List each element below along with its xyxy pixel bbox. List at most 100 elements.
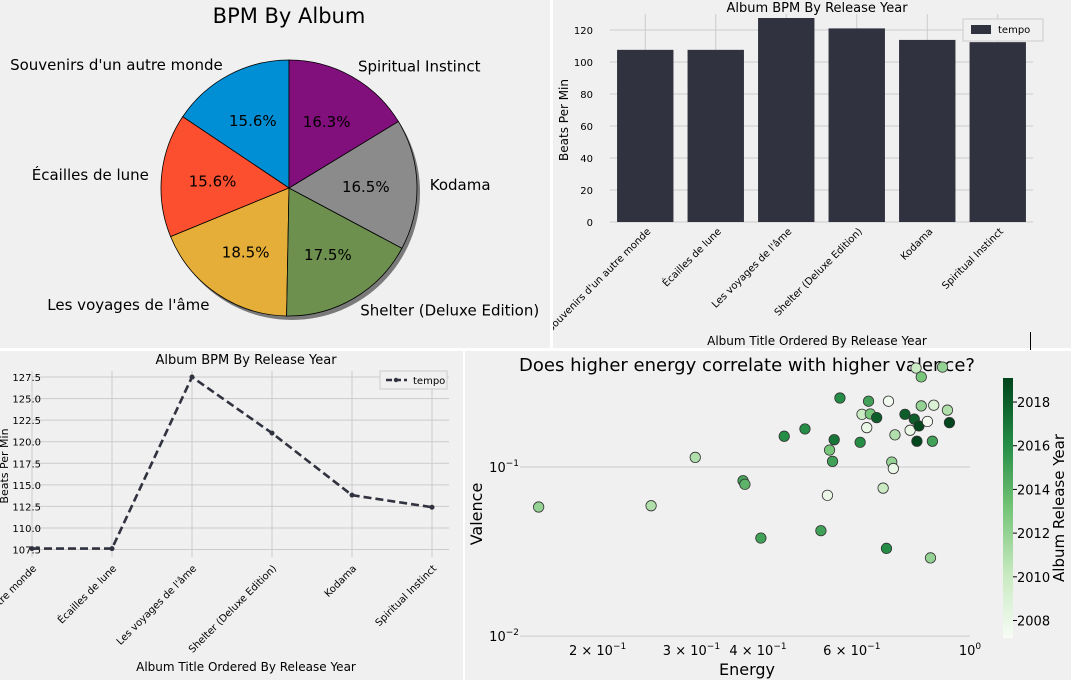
bar-legend-swatch: [971, 25, 991, 34]
scatter-point: [911, 435, 923, 447]
line-point: [429, 504, 435, 510]
line-point: [189, 374, 195, 380]
line-series-tempo: [32, 375, 433, 550]
scatter-chart: Does higher energy correlate with higher…: [467, 355, 1068, 679]
pie-pct-label: 16.5%: [342, 178, 390, 196]
panel-divider-tick: [1030, 332, 1031, 350]
bar-ytick-label: 20: [580, 186, 593, 197]
pie-slice: [182, 59, 290, 189]
line-chart-title: Album BPM By Release Year: [155, 353, 337, 368]
scatter-chart-ylabel: Valence: [467, 483, 486, 546]
bar-ytick-label: 120: [574, 26, 593, 37]
line-ytick-label: 115.0: [12, 481, 41, 492]
scatter-point: [755, 532, 767, 544]
line-xtick-label: Kodama: [323, 563, 359, 599]
scatter-point: [877, 482, 889, 494]
scatter-point: [915, 400, 927, 412]
line-xtick-label: Souvenirs d'un autre monde: [0, 563, 39, 671]
scatter-point: [799, 423, 811, 435]
scatter-point: [915, 371, 927, 383]
line-legend-marker: [393, 377, 399, 383]
line-chart-panel: Album BPM By Release Year 107.5 110.0 112.…: [0, 351, 463, 680]
bar-chart-panel: Album BPM By Release Year 0 20 40 60 80 100 12…: [553, 0, 1071, 348]
line-xtick-label: Shelter (Deluxe Edition): [187, 563, 279, 655]
scatter-point: [645, 500, 657, 512]
scatter-point: [882, 395, 895, 407]
scatter-point: [924, 552, 937, 564]
bar-chart-legend: tempo: [962, 18, 1044, 42]
scatter-point: [828, 434, 840, 446]
scatter-xtick-label: 3 × 10−1: [663, 642, 720, 659]
bar-ytick-label: 100: [574, 58, 593, 69]
pie-category-label: Les voyages de l'âme: [47, 296, 209, 314]
scatter-point: [926, 435, 938, 447]
pie-category-label: Shelter (Deluxe Edition): [360, 301, 539, 319]
line-chart-xlabel: Album Title Ordered By Release Year: [136, 660, 356, 674]
line-xtick-label: Les voyages de l'âme: [114, 563, 199, 648]
scatter-chart-panel: Does higher energy correlate with higher…: [465, 351, 1071, 680]
scatter-point: [943, 417, 956, 429]
bar: [969, 42, 1026, 222]
pie-chart: BPM By Album 15.6% Souvenirs d'un autre m…: [10, 4, 539, 320]
colorbar-tick-label: 2008: [1017, 615, 1050, 630]
bar: [899, 39, 956, 222]
line-ytick-label: 112.5: [12, 502, 41, 513]
scatter-point: [921, 415, 934, 428]
bar-xtick-label: Kodama: [899, 226, 935, 262]
line-point: [269, 430, 275, 436]
bar-chart-xlabel: Album Title Ordered By Release Year: [707, 334, 927, 348]
pie-pct-label: 16.3%: [303, 113, 351, 131]
colorbar-tick-label: 2016: [1017, 440, 1050, 455]
bar-chart-ylabel: Beats Per Min: [557, 79, 571, 161]
pie-slice: [160, 116, 290, 238]
scatter-point: [778, 430, 790, 442]
pie-category-label: Souvenirs d'un autre monde: [10, 56, 223, 74]
bar-xtick-label: Souvenirs d'un autre monde: [553, 226, 653, 334]
bar-chart: Album BPM By Release Year 0 20 40 60 80 100 12…: [553, 1, 1044, 348]
colorbar-tick-label: 2014: [1017, 483, 1050, 498]
pie-chart-panel: BPM By Album 15.6% Souvenirs d'un autre m…: [0, 0, 550, 348]
bar-chart-title: Album BPM By Release Year: [726, 1, 908, 16]
line-ytick-label: 125.0: [12, 395, 41, 406]
scatter-ytick-label: 10−2: [489, 628, 519, 645]
scatter-ytick-label: 10−1: [489, 459, 519, 476]
line-chart-legend: tempo: [379, 370, 448, 390]
scatter-point: [861, 422, 873, 434]
scatter-chart-title: Does higher energy correlate with higher…: [519, 355, 975, 376]
line-ytick-label: 117.5: [12, 459, 41, 470]
bar-legend-label: tempo: [998, 25, 1030, 36]
scatter-point: [887, 462, 899, 475]
bar-xtick-label: Spiritual Instinct: [940, 226, 1006, 292]
line-legend-label: tempo: [413, 376, 445, 387]
pie-pct-label: 15.6%: [229, 112, 277, 130]
scatter-xtick-label: 2 × 10−1: [569, 642, 626, 659]
line-point: [29, 546, 35, 552]
pie-chart-title: BPM By Album: [213, 4, 366, 28]
colorbar-label: Album Release Year: [1050, 433, 1068, 582]
line-xtick-label: Écailles de lune: [55, 562, 119, 626]
scatter-point: [910, 362, 922, 374]
scatter-point: [689, 451, 701, 463]
bar-ytick-label: 0: [587, 218, 593, 229]
bar: [828, 28, 885, 223]
scatter-point: [904, 424, 916, 436]
scatter-point: [854, 436, 866, 448]
bar: [617, 49, 674, 223]
line-ytick-label: 110.0: [12, 524, 41, 535]
line-xtick-label: Spiritual Instinct: [374, 563, 440, 629]
scatter-chart-xlabel: Energy: [719, 660, 775, 679]
scatter-point: [941, 404, 954, 416]
pie-pct-label: 18.5%: [222, 243, 270, 261]
scatter-point: [826, 455, 839, 467]
pie-pct-label: 15.6%: [189, 172, 237, 190]
colorbar-tick-label: 2018: [1017, 396, 1050, 411]
line-point: [349, 492, 355, 498]
scatter-xtick-label: 100: [959, 642, 982, 659]
scatter-xtick-label: 6 × 10−1: [823, 642, 880, 659]
line-chart: Album BPM By Release Year 107.5 110.0 112.…: [0, 353, 449, 674]
line-ytick-label: 120.0: [12, 438, 41, 449]
line-point: [109, 546, 115, 552]
colorbar-tick-label: 2010: [1017, 571, 1050, 586]
pie-category-label: Kodama: [430, 176, 491, 194]
bar-ytick-label: 80: [580, 90, 593, 101]
